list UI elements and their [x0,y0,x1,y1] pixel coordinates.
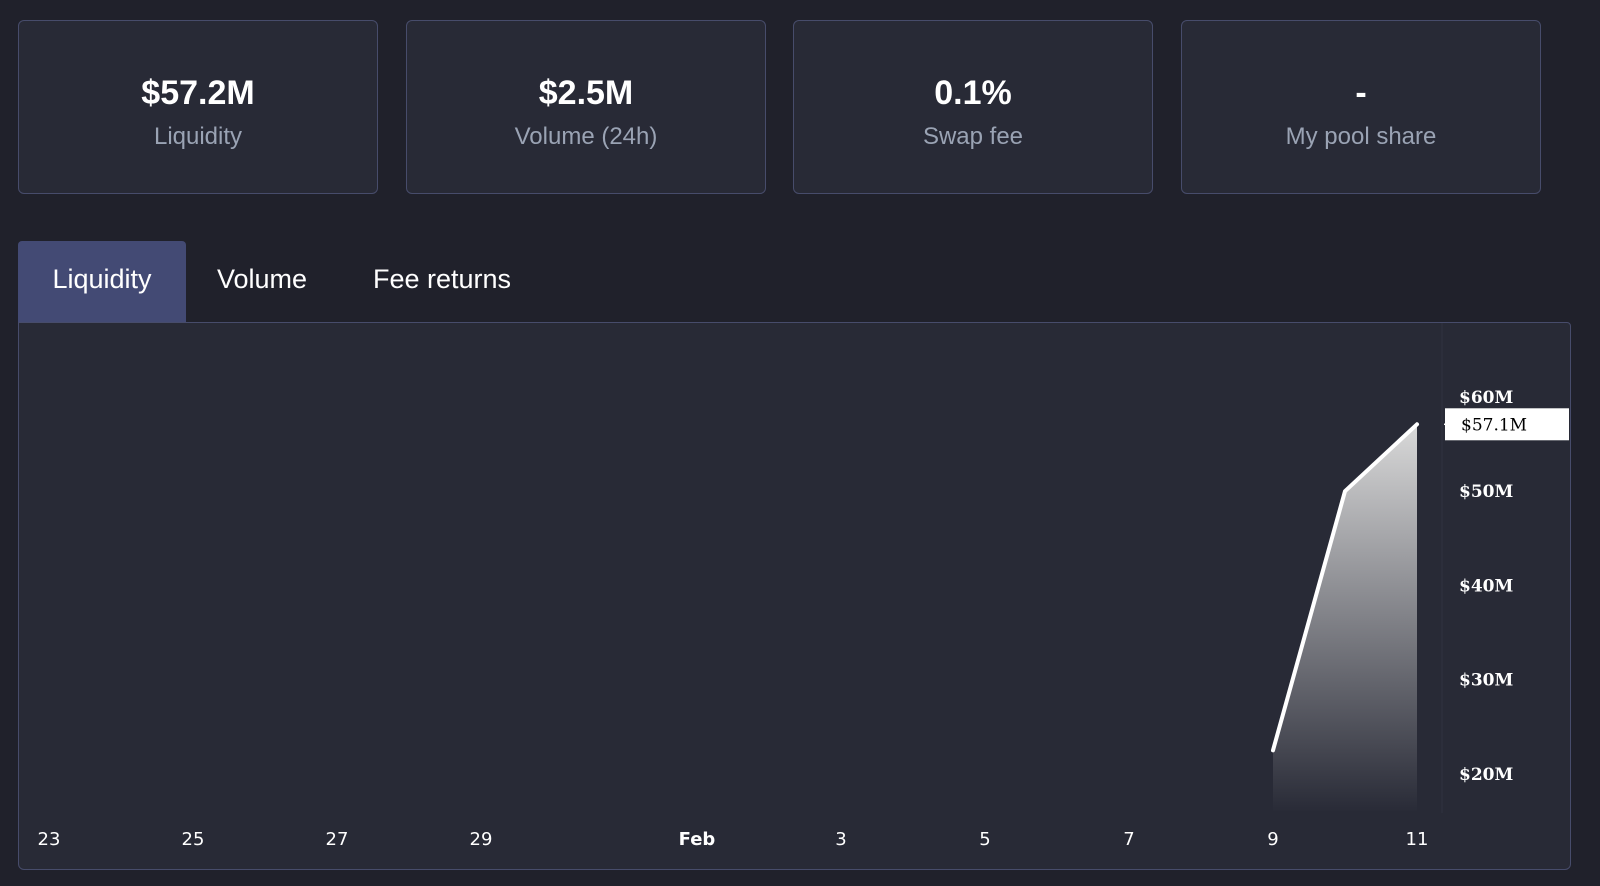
x-tick-label: 25 [182,829,205,850]
y-axis: $60M $50M $40M $30M $20M [1459,388,1513,785]
tab-fee-returns[interactable]: Fee returns [372,264,512,294]
y-tick-label: $20M [1459,765,1513,785]
liquidity-area [1273,424,1417,813]
stat-label: My pool share [1285,123,1437,150]
x-tick-label: 5 [979,829,990,850]
stat-label: Volume (24h) [514,123,658,150]
stat-label: Swap fee [922,123,1024,150]
tab-liquidity[interactable]: Liquidity [18,241,186,322]
liquidity-line [1271,422,1419,753]
stat-value: $2.5M [538,74,634,112]
stat-card-liquidity: $57.2M Liquidity [18,20,378,194]
stat-card-swap-fee: 0.1% Swap fee [793,20,1153,194]
stat-value: 0.1% [934,74,1012,112]
x-tick-label: 9 [1267,829,1278,850]
stat-card-pool-share: - My pool share [1181,20,1541,194]
y-tick-label: $60M [1459,388,1513,408]
x-tick-label: 3 [835,829,846,850]
x-tick-label: 7 [1123,829,1134,850]
x-tick-label: 27 [326,829,349,850]
x-tick-label: 11 [1406,829,1429,850]
x-tick-label: Feb [679,829,716,850]
x-tick-label: 23 [38,829,61,850]
chart-canvas[interactable]: $60M $50M $40M $30M $20M 23 25 27 29 Feb 3 5 7 9 11 $… [19,323,1569,868]
stat-value: $57.2M [141,74,255,112]
y-tick-label: $50M [1459,482,1513,502]
y-tick-label: $30M [1459,671,1513,691]
x-tick-label: 29 [470,829,493,850]
x-axis: 23 25 27 29 Feb 3 5 7 9 11 [38,829,1429,850]
last-value-marker: $57.1M [1444,408,1569,441]
tab-volume[interactable]: Volume [216,264,308,294]
last-value-badge [1445,408,1569,441]
stat-card-volume: $2.5M Volume (24h) [406,20,766,194]
y-tick-label: $40M [1459,576,1513,596]
stat-value: - [1355,74,1367,112]
liquidity-chart[interactable]: $60M $50M $40M $30M $20M 23 25 27 29 Feb 3 5 7 9 11 $… [18,322,1571,870]
pool-stats: $57.2M Liquidity $2.5M Volume (24h) 0.1%… [18,20,1580,194]
stat-label: Liquidity [153,123,243,150]
last-value-label: $57.1M [1461,415,1527,435]
